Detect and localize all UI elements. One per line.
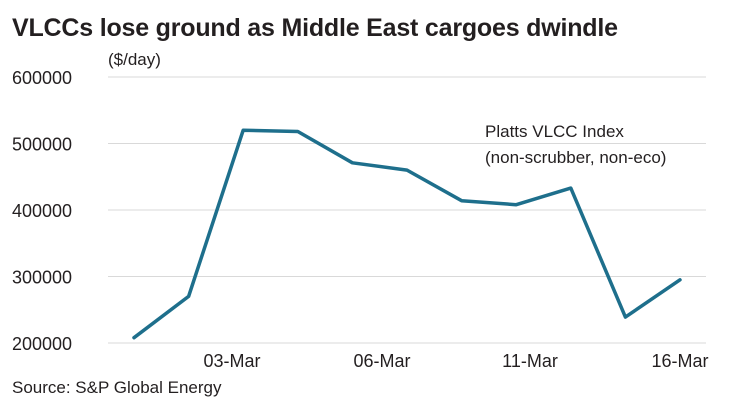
y-tick-label: 400000 — [12, 201, 72, 221]
series-annotation: Platts VLCC Index (non-scrubber, non-eco) — [485, 122, 666, 167]
source-note: Source: S&P Global Energy — [12, 378, 222, 397]
y-tick-label: 500000 — [12, 135, 72, 155]
gridlines — [108, 76, 706, 344]
y-tick-label: 600000 — [12, 68, 72, 88]
x-tick-label: 03-Mar — [203, 351, 260, 371]
series-lines — [132, 128, 682, 340]
y-axis-unit-label: ($/day) — [108, 50, 161, 69]
y-axis-ticks: 200000 300000 400000 500000 600000 — [12, 68, 72, 354]
x-axis-ticks: 03-Mar 06-Mar 11-Mar 16-Mar — [203, 351, 708, 371]
series-annotation-line: Platts VLCC Index — [485, 122, 624, 141]
series-annotation-line: (non-scrubber, non-eco) — [485, 148, 666, 167]
y-tick-label: 200000 — [12, 334, 72, 354]
x-tick-label: 11-Mar — [502, 351, 558, 371]
chart-title: VLCCs lose ground as Middle East cargoes… — [12, 14, 618, 42]
x-tick-label: 06-Mar — [353, 351, 410, 371]
x-tick-label: 16-Mar — [651, 351, 708, 371]
y-tick-label: 300000 — [12, 268, 72, 288]
